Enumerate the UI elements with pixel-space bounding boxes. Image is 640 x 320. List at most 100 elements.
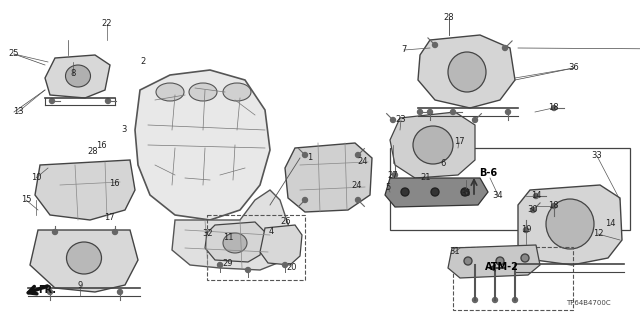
Text: 3: 3: [122, 125, 127, 134]
Text: 28: 28: [88, 148, 99, 156]
Circle shape: [496, 257, 504, 265]
Bar: [453, 247, 573, 310]
Polygon shape: [518, 185, 622, 265]
Text: 12: 12: [593, 229, 604, 238]
Ellipse shape: [223, 83, 251, 101]
Circle shape: [493, 298, 497, 302]
Ellipse shape: [413, 126, 453, 164]
Circle shape: [246, 268, 250, 273]
Text: 17: 17: [104, 212, 115, 221]
Polygon shape: [390, 112, 475, 178]
Circle shape: [472, 117, 477, 123]
Text: 31: 31: [450, 247, 460, 257]
Text: 16: 16: [96, 140, 106, 149]
Circle shape: [417, 109, 422, 115]
Circle shape: [118, 290, 122, 294]
Polygon shape: [45, 55, 110, 98]
Circle shape: [49, 99, 54, 103]
Text: 22: 22: [102, 20, 112, 28]
Polygon shape: [418, 35, 515, 108]
Circle shape: [355, 197, 360, 203]
Circle shape: [433, 43, 438, 47]
Circle shape: [52, 229, 58, 235]
Circle shape: [552, 204, 557, 209]
Text: 2: 2: [140, 58, 146, 67]
Text: 7: 7: [401, 45, 406, 54]
Text: 26: 26: [281, 218, 291, 227]
Text: 9: 9: [77, 282, 83, 291]
Text: 18: 18: [548, 103, 558, 113]
Text: 29: 29: [223, 260, 233, 268]
Polygon shape: [172, 190, 290, 270]
Polygon shape: [135, 70, 270, 220]
Circle shape: [282, 262, 287, 268]
Circle shape: [511, 261, 518, 268]
Circle shape: [492, 261, 499, 268]
Circle shape: [521, 254, 529, 262]
Circle shape: [106, 99, 111, 103]
Text: 25: 25: [9, 50, 19, 59]
Circle shape: [472, 298, 477, 302]
Text: 21: 21: [420, 173, 431, 182]
Circle shape: [401, 188, 409, 196]
Bar: [390, 148, 630, 230]
Text: 35: 35: [461, 188, 471, 197]
Text: 24: 24: [358, 157, 368, 166]
Text: ATM-2: ATM-2: [485, 262, 519, 272]
Circle shape: [392, 172, 397, 178]
Text: 8: 8: [70, 69, 76, 78]
Text: 34: 34: [493, 190, 503, 199]
Text: 13: 13: [13, 108, 23, 116]
Circle shape: [502, 45, 508, 51]
Text: 19: 19: [521, 226, 531, 235]
Circle shape: [472, 261, 479, 268]
Ellipse shape: [546, 199, 594, 249]
Circle shape: [390, 117, 396, 123]
Ellipse shape: [156, 83, 184, 101]
Circle shape: [218, 262, 223, 268]
Circle shape: [113, 229, 118, 235]
Circle shape: [47, 290, 52, 294]
Text: 20: 20: [287, 263, 297, 273]
Circle shape: [303, 197, 307, 203]
Text: TP64B4700C: TP64B4700C: [566, 300, 611, 306]
Text: 15: 15: [20, 196, 31, 204]
Text: 27: 27: [388, 171, 398, 180]
Circle shape: [534, 194, 538, 198]
Circle shape: [451, 109, 456, 115]
Ellipse shape: [67, 242, 102, 274]
Text: 14: 14: [605, 220, 615, 228]
Text: 33: 33: [591, 151, 602, 161]
Ellipse shape: [223, 233, 247, 253]
Text: 5: 5: [385, 183, 390, 193]
Circle shape: [303, 153, 307, 157]
Circle shape: [428, 109, 433, 115]
Text: B-6: B-6: [479, 168, 497, 178]
Text: 6: 6: [440, 158, 445, 167]
Text: 4: 4: [268, 228, 274, 236]
Text: 32: 32: [203, 229, 213, 238]
Text: 36: 36: [568, 63, 579, 73]
Polygon shape: [385, 178, 488, 207]
Text: 17: 17: [454, 138, 464, 147]
Bar: [207, 215, 305, 280]
Polygon shape: [260, 225, 302, 265]
Text: 28: 28: [444, 13, 454, 22]
Text: 14: 14: [531, 191, 541, 201]
Text: 11: 11: [223, 234, 233, 243]
Polygon shape: [448, 245, 540, 278]
Circle shape: [355, 153, 360, 157]
Text: 30: 30: [528, 205, 538, 214]
Circle shape: [461, 188, 469, 196]
Circle shape: [513, 298, 518, 302]
Circle shape: [464, 257, 472, 265]
Circle shape: [506, 109, 511, 115]
Text: 1: 1: [307, 154, 312, 163]
Polygon shape: [30, 230, 138, 292]
Circle shape: [531, 207, 536, 212]
Ellipse shape: [189, 83, 217, 101]
Polygon shape: [285, 143, 372, 212]
Polygon shape: [205, 222, 265, 262]
Text: 10: 10: [31, 173, 41, 182]
Text: 24: 24: [352, 180, 362, 189]
